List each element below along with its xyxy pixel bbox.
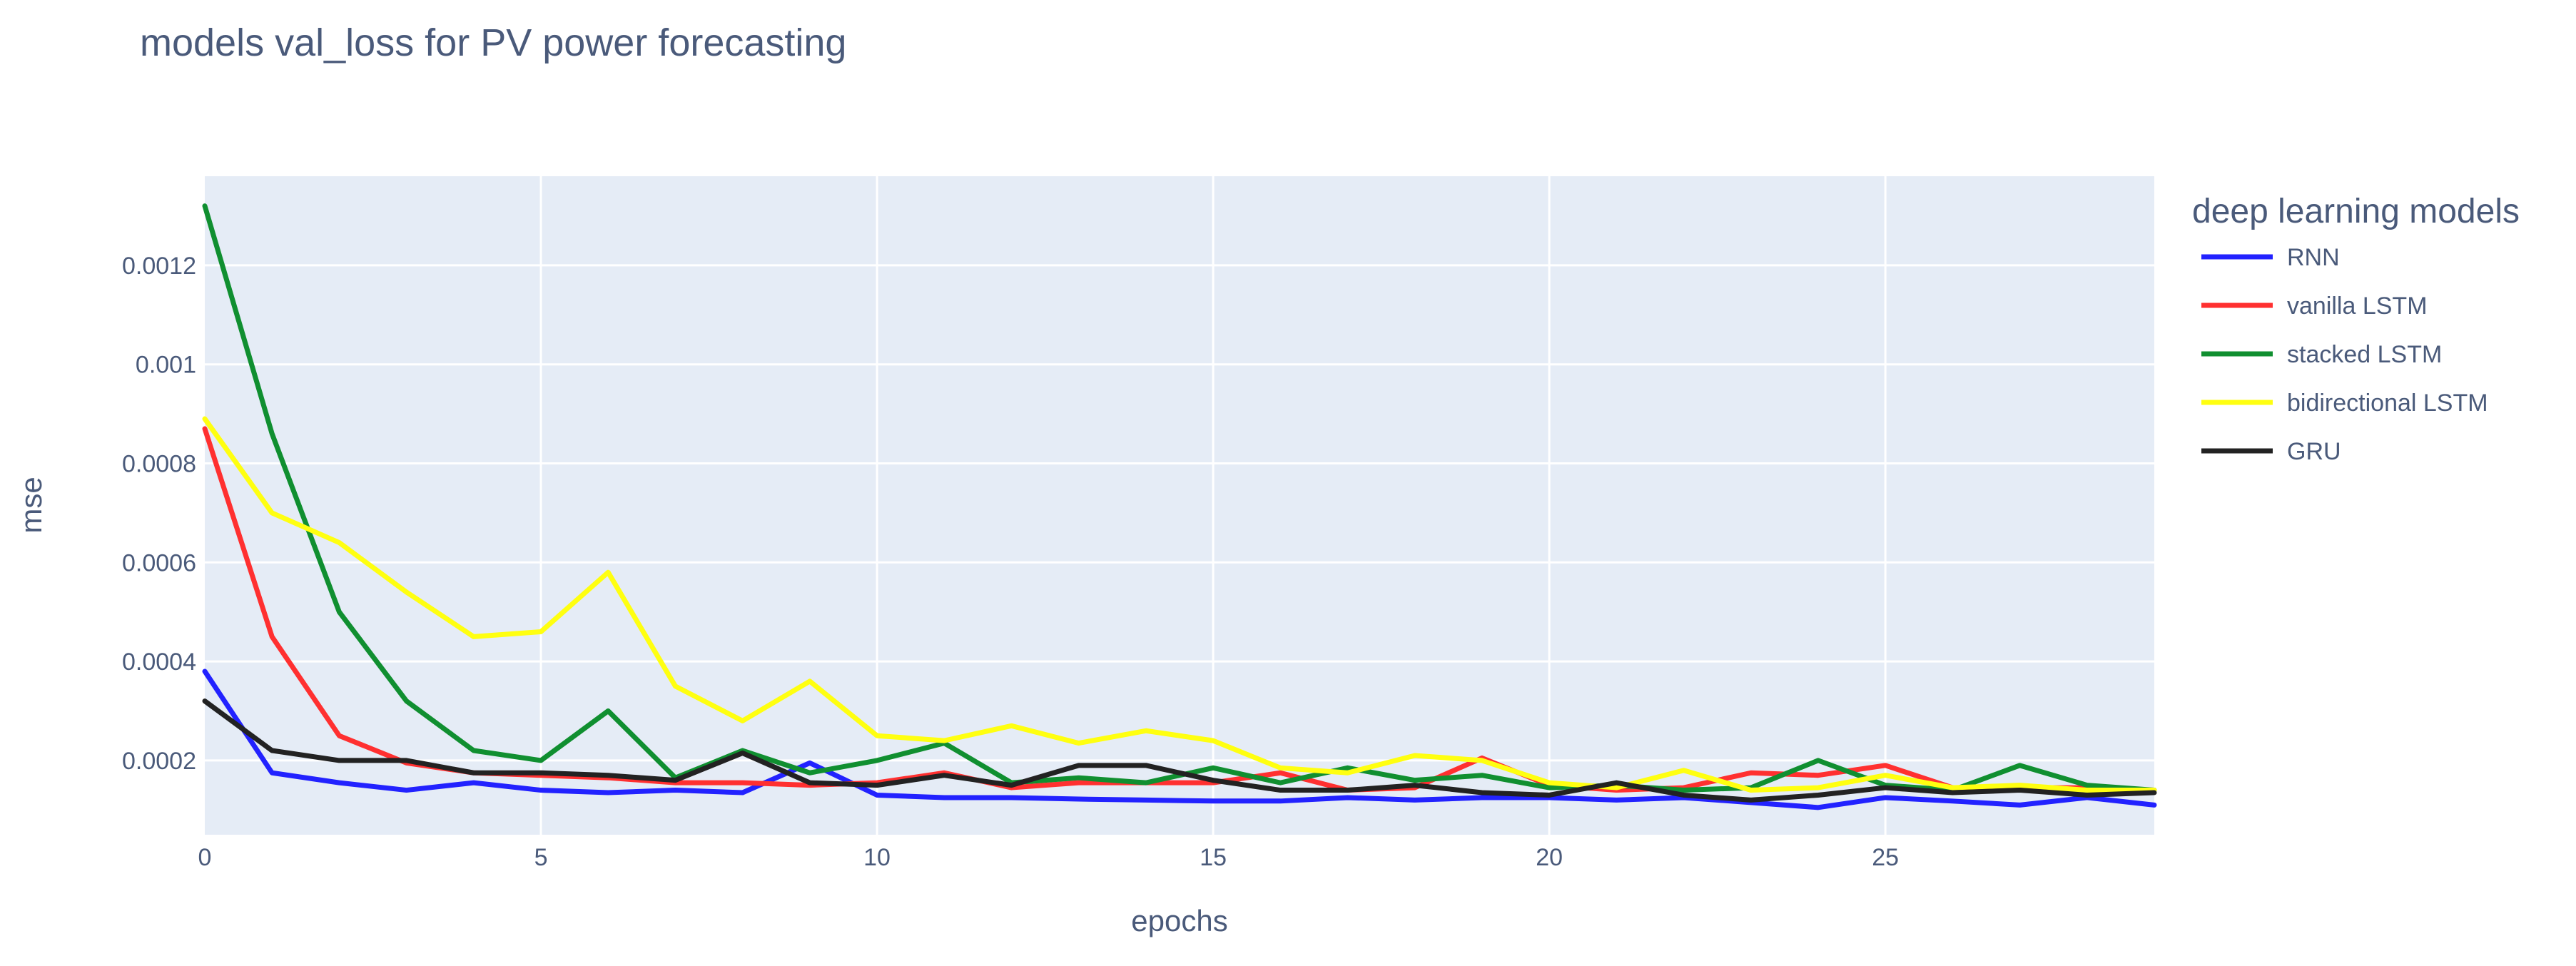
x-tick-label: 0 [198,844,212,871]
x-tick-label: 15 [1200,844,1227,871]
legend-item-rnn[interactable]: RNN [2201,244,2340,271]
x-tick-label: 10 [863,844,891,871]
series-line-bidirectional-lstm [202,416,2157,793]
x-tick-label: 25 [1872,844,1899,871]
x-tick-label: 20 [1536,844,1563,871]
y-axis-title: mse [14,477,48,533]
y-tick-label: 0.0002 [122,748,196,775]
series-lines [202,203,2157,810]
y-axis-ticks: 0.0002 0.0004 0.0006 0.0008 0.001 0.0012 [122,253,196,775]
legend-item-vanilla-lstm[interactable]: vanilla LSTM [2201,293,2428,320]
legend-label: vanilla LSTM [2287,293,2428,320]
y-tick-label: 0.0012 [122,253,196,280]
legend-item-bidirectional-lstm[interactable]: bidirectional LSTM [2201,390,2488,417]
legend-label: bidirectional LSTM [2287,390,2488,417]
legend-item-gru[interactable]: GRU [2201,438,2341,465]
chart-title: models val_loss for PV power forecasting [140,21,846,64]
grid-lines [205,176,2154,835]
x-axis-ticks: 0 5 10 15 20 25 [198,844,1900,871]
series-line-gru [202,698,2157,803]
legend-label: stacked LSTM [2287,341,2442,368]
legend-title: deep learning models [2192,193,2520,230]
legend-label: GRU [2287,438,2341,465]
y-tick-label: 0.0008 [122,451,196,478]
x-tick-label: 5 [534,844,548,871]
y-tick-label: 0.0006 [122,549,196,576]
y-tick-label: 0.0004 [122,649,196,676]
legend: deep learning models RNN vanilla LSTM stac… [2192,193,2520,465]
x-axis-title: epochs [1131,904,1227,937]
y-tick-label: 0.001 [136,352,196,379]
legend-item-stacked-lstm[interactable]: stacked LSTM [2201,341,2442,368]
plot-area [205,176,2154,835]
series-line-rnn [202,668,2157,810]
legend-label: RNN [2287,244,2340,271]
legend-items: RNN vanilla LSTM stacked LSTM bidirectional… [2201,244,2488,465]
